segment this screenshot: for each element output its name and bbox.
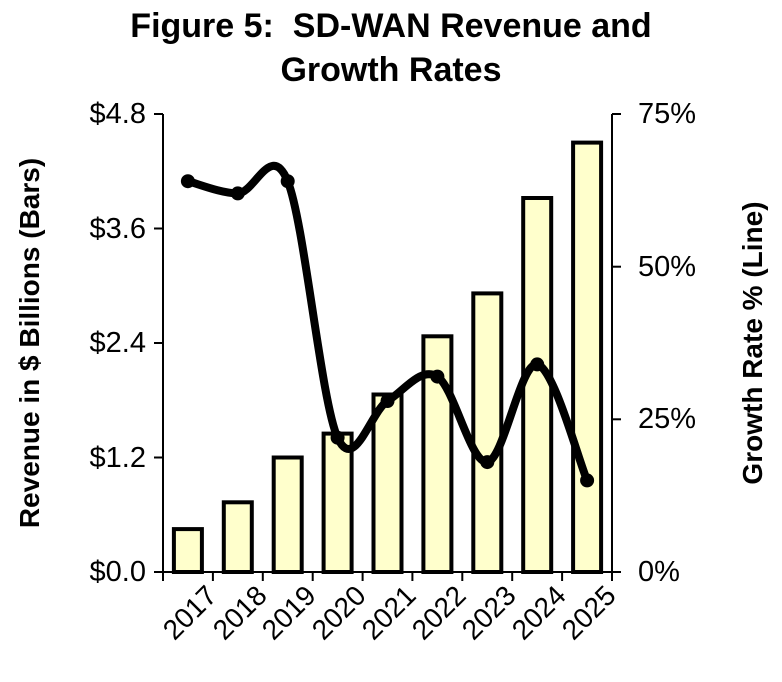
left-axis-title: Revenue in $ Billions (Bars) (14, 157, 45, 529)
chart-title-line-2: Growth Rates (280, 51, 502, 89)
right-axis-tick-label-75%: 75% (638, 98, 697, 130)
right-axis-tick-label-50%: 50% (638, 250, 697, 283)
revenue-bar-2018 (221, 500, 254, 574)
left-axis-tick-label-$4.8: $4.8 (89, 98, 146, 130)
right-axis-tick-label-0%: 0% (638, 556, 680, 588)
left-axis-tick-label-$3.6: $3.6 (89, 212, 146, 245)
growth-marker-2022 (430, 369, 445, 384)
right-axis-title: Growth Rate % (Line) (737, 201, 768, 485)
revenue-bar-2020 (321, 431, 354, 574)
growth-marker-2017 (180, 174, 195, 189)
growth-marker-2025 (580, 473, 595, 488)
revenue-bar-2025 (571, 140, 604, 574)
growth-marker-2018 (230, 186, 245, 201)
chart-title-line-1: Figure 5: SD-WAN Revenue and (130, 7, 652, 45)
growth-marker-2020 (330, 430, 345, 445)
growth-marker-2019 (280, 174, 295, 189)
revenue-bar-2023 (471, 291, 504, 574)
left-axis-tick-label-$0.0: $0.0 (89, 556, 146, 588)
revenue-bar-2021 (371, 392, 404, 574)
right-axis-tick-label-25%: 25% (638, 403, 697, 436)
left-axis-tick-label-$2.4: $2.4 (89, 327, 146, 359)
growth-marker-2024 (530, 357, 545, 372)
left-axis-tick-label-$1.2: $1.2 (89, 441, 146, 474)
revenue-bar-2017 (171, 527, 204, 574)
growth-marker-2021 (380, 394, 395, 408)
revenue-bar-2019 (271, 455, 304, 574)
growth-marker-2023 (480, 455, 495, 470)
revenue-bar-2024 (521, 196, 554, 574)
